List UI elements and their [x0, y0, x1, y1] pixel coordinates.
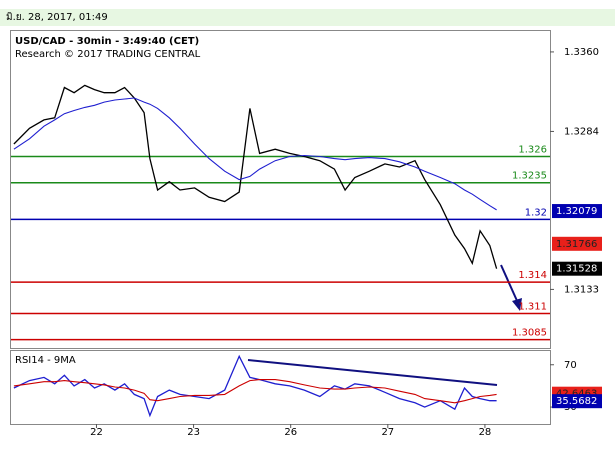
y-tick-label: 1.3284	[564, 126, 599, 137]
chart-title: USD/CAD - 30min - 3:49:40 (CET)	[15, 36, 199, 47]
rsi-panel	[10, 350, 551, 425]
level-label: 1.314	[518, 270, 547, 281]
rsi-title: RSI14 - 9MA	[15, 355, 76, 366]
price-marker-label: 1.31528	[556, 264, 597, 275]
arrow-shaft	[500, 264, 519, 304]
header-date: มิ.ย. 28, 2017, 01:49	[6, 12, 108, 23]
x-tick-label: 22	[90, 427, 103, 438]
x-tick-label: 23	[187, 427, 200, 438]
y-tick-label: 1.3360	[564, 47, 599, 58]
price-marker	[552, 261, 602, 276]
x-tick-label: 27	[381, 427, 394, 438]
series-line	[13, 84, 498, 269]
price-marker-label: 1.32079	[556, 206, 597, 217]
level-label: 1.3235	[512, 171, 547, 182]
level-label: 1.326	[518, 145, 547, 156]
level-label: 1.32	[525, 207, 547, 218]
arrow-head	[512, 298, 522, 311]
price-marker-label: 35.5682	[556, 396, 597, 407]
price-marker-label: 1.31766	[556, 239, 597, 250]
series-line	[13, 379, 497, 404]
x-tick-label: 28	[479, 427, 492, 438]
level-label: 1.311	[518, 301, 547, 312]
level-label: 1.3085	[512, 328, 547, 339]
y-tick-label: 70	[564, 360, 577, 371]
price-marker	[552, 204, 602, 219]
price-marker	[552, 394, 602, 409]
divergence-line	[247, 359, 498, 386]
y-tick-label: 1.3133	[564, 284, 599, 295]
x-tick-label: 26	[284, 427, 297, 438]
chart-subtitle: Research © 2017 TRADING CENTRAL	[15, 49, 201, 60]
price-panel	[10, 30, 551, 349]
series-line	[13, 354, 497, 418]
series-line	[13, 97, 497, 211]
price-marker	[552, 236, 602, 251]
header-bar	[0, 9, 615, 26]
